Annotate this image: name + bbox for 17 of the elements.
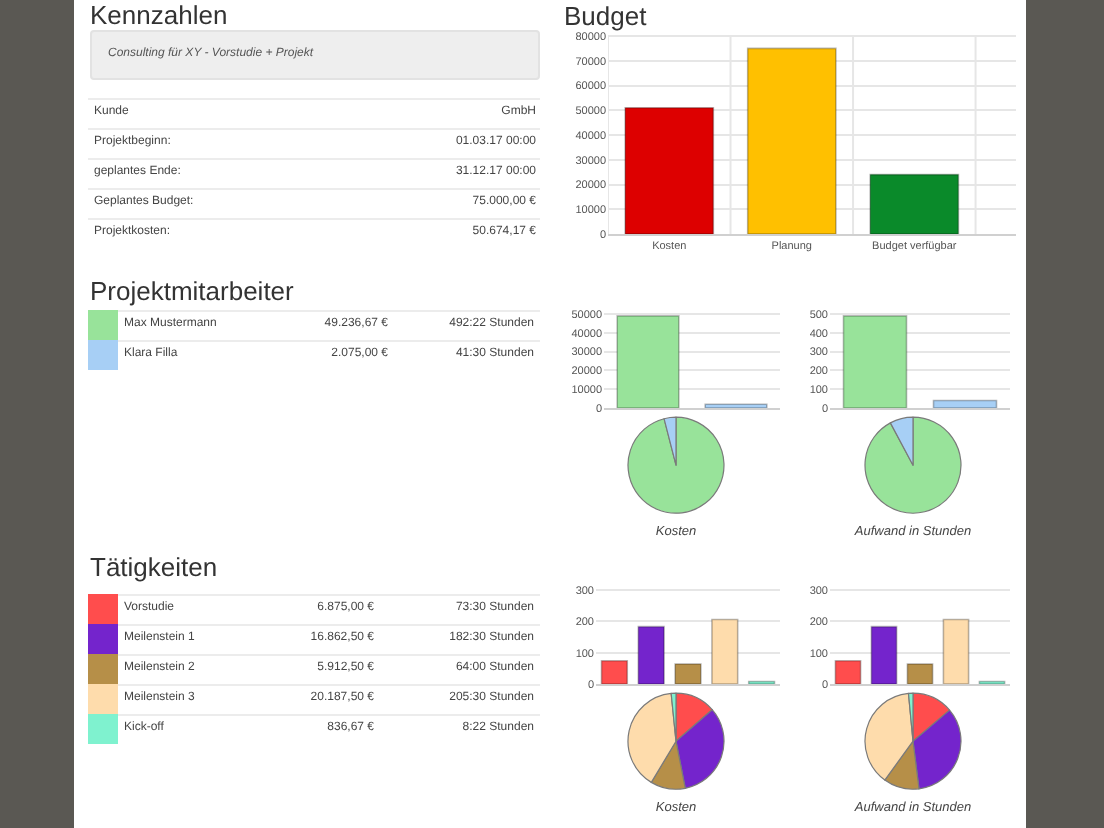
- bar: [637, 625, 665, 684]
- bar: [674, 663, 702, 684]
- bar: [600, 660, 629, 684]
- bar: [834, 660, 862, 684]
- pie-slice: [864, 416, 962, 514]
- bar: [870, 625, 898, 684]
- text: Tätigkeiten: [90, 552, 218, 582]
- bar: [906, 663, 934, 684]
- text: Projektmitarbeiter: [90, 276, 294, 306]
- bar: [624, 106, 715, 234]
- pie-slice: [627, 416, 725, 514]
- text: Kennzahlen: [90, 0, 228, 30]
- chart-title: Budget: [564, 1, 648, 32]
- bar: [942, 618, 970, 684]
- bar: [711, 618, 739, 684]
- bar: [746, 47, 837, 234]
- bar: [869, 173, 960, 234]
